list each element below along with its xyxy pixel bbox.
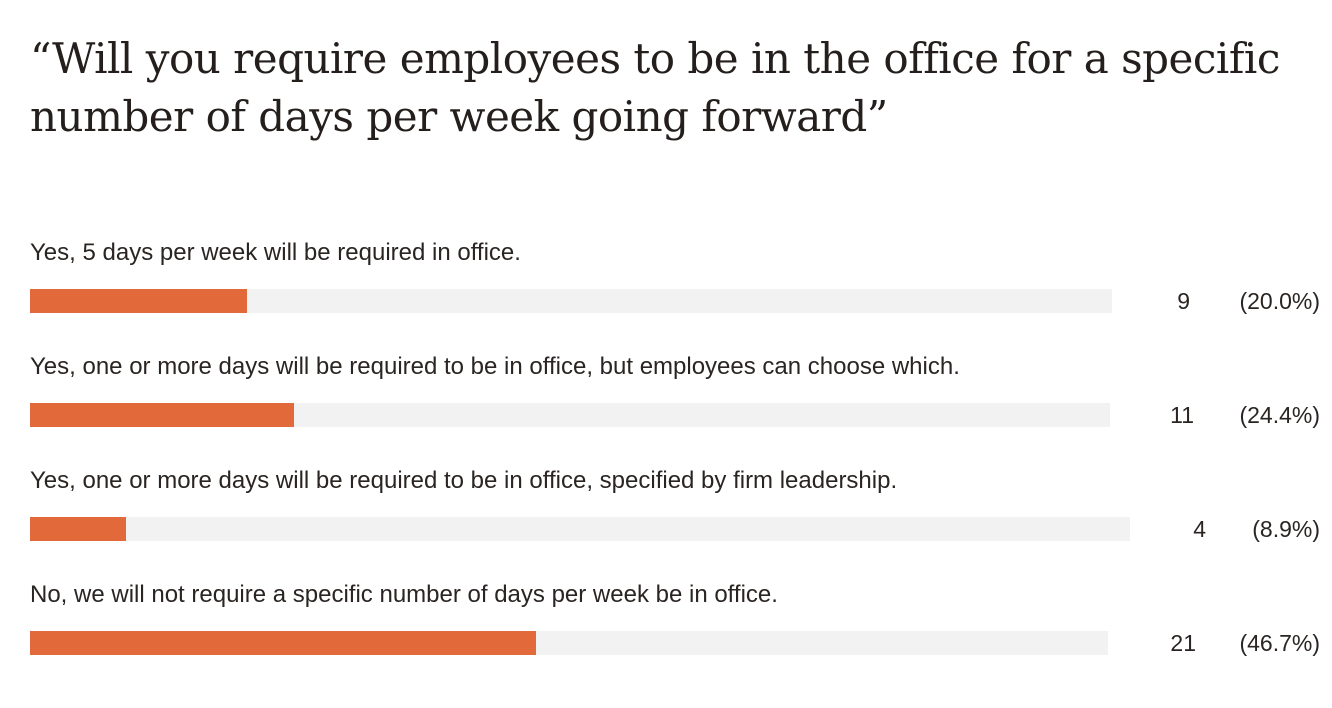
bar-row: No, we will not require a specific numbe…: [30, 580, 1320, 680]
bar-category-label: Yes, one or more days will be required t…: [30, 353, 960, 380]
bar: [30, 403, 294, 427]
bar-percent-label: (20.0%): [1239, 288, 1320, 314]
bar: [30, 517, 126, 541]
bar-category-label: Yes, one or more days will be required t…: [30, 467, 898, 494]
chart-title: “Will you require employees to be in the…: [30, 34, 1280, 141]
bar-category-label: No, we will not require a specific numbe…: [30, 581, 778, 608]
bar: [30, 289, 247, 313]
bar-category-label: Yes, 5 days per week will be required in…: [30, 239, 521, 266]
bar-track: [30, 517, 1130, 541]
bar-row: Yes, one or more days will be required t…: [30, 352, 1320, 452]
bar-row: Yes, 5 days per week will be required in…: [30, 238, 1320, 338]
bar-count-label: 21: [1170, 630, 1196, 656]
bar: [30, 631, 536, 655]
bar-percent-label: (8.9%): [1252, 516, 1320, 542]
bar-track: [30, 289, 1112, 313]
bar-count-label: 11: [1170, 402, 1194, 428]
bar-track: [30, 403, 1110, 427]
bar-count-label: 4: [1193, 516, 1206, 542]
bar-track: [30, 631, 1108, 655]
bar-count-label: 9: [1177, 288, 1190, 314]
bar-percent-label: (46.7%): [1239, 630, 1320, 656]
bar-percent-label: (24.4%): [1239, 402, 1320, 428]
bar-row: Yes, one or more days will be required t…: [30, 466, 1320, 566]
